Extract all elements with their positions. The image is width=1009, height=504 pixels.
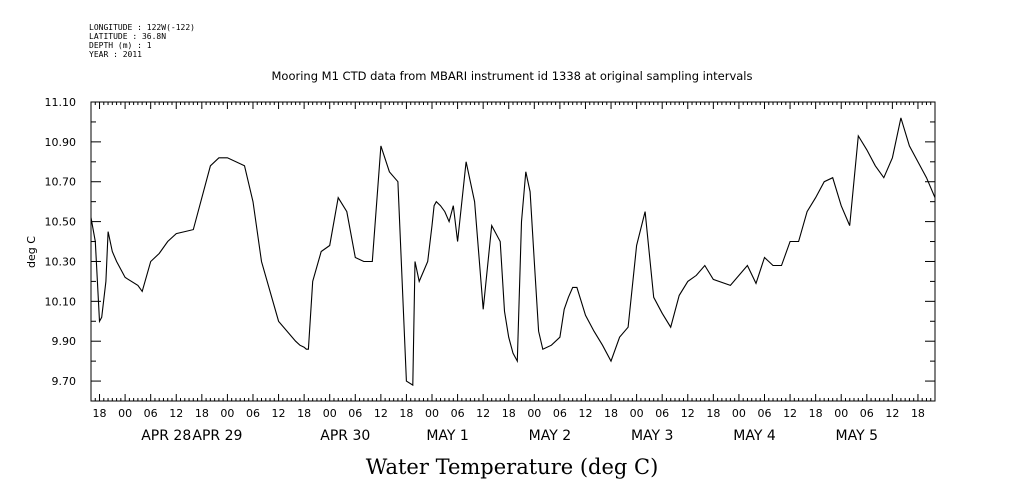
- y-tick-label: 10.70: [45, 176, 77, 189]
- x-hour-label: 06: [144, 407, 158, 420]
- meta-longitude: LONGITUDE : 122W(-122): [89, 23, 195, 32]
- plot-frame: [90, 101, 936, 402]
- x-hour-label: 00: [732, 407, 746, 420]
- x-hour-label: 06: [451, 407, 465, 420]
- x-date-label: MAY 5: [836, 428, 878, 444]
- x-date-label: APR 29: [192, 428, 242, 444]
- x-axis-title: Water Temperature (deg C): [366, 455, 659, 479]
- x-hour-label: 12: [272, 407, 286, 420]
- y-tick-label: 10.50: [45, 216, 77, 229]
- x-hour-label: 06: [757, 407, 771, 420]
- x-date-label: MAY 2: [529, 428, 571, 444]
- x-hour-label: 18: [195, 407, 209, 420]
- x-hour-label: 06: [655, 407, 669, 420]
- x-hour-label: 18: [911, 407, 925, 420]
- x-hour-label: 00: [527, 407, 541, 420]
- y-tick-label: 9.70: [52, 375, 77, 388]
- meta-depth: DEPTH (m) : 1: [89, 41, 152, 50]
- x-hour-label: 18: [809, 407, 823, 420]
- y-tick-label: 10.10: [45, 295, 77, 308]
- x-hour-label: 06: [553, 407, 567, 420]
- x-hour-label: 00: [118, 407, 132, 420]
- meta-year: YEAR : 2011: [89, 50, 142, 59]
- x-date-label: APR 30: [320, 428, 370, 444]
- meta-latitude: LATITUDE : 36.8N: [89, 32, 166, 41]
- x-hour-label: 12: [169, 407, 183, 420]
- y-tick-label: 10.90: [45, 136, 77, 149]
- x-hour-label: 18: [706, 407, 720, 420]
- x-date-label: MAY 3: [631, 428, 673, 444]
- x-hour-label: 12: [578, 407, 592, 420]
- x-hour-label: 12: [783, 407, 797, 420]
- y-axis-label: deg C: [25, 236, 38, 268]
- x-hour-label: 18: [93, 407, 107, 420]
- x-hour-label: 12: [476, 407, 490, 420]
- chart-title: Mooring M1 CTD data from MBARI instrumen…: [272, 69, 753, 83]
- y-axis: 9.70 9.90 10.10 10.30 10.50 10.70 10.90 11.10: [45, 96, 935, 402]
- temperature-series-line: [90, 117, 936, 387]
- x-hour-label: 12: [374, 407, 388, 420]
- x-hour-label: 00: [323, 407, 337, 420]
- y-tick-label: 10.30: [45, 255, 77, 268]
- x-axis: 18 00 06 12 18 00 06 12 18 00 06 12 18 00 06 12 18 00 06 12…: [90, 102, 936, 444]
- x-hour-label: 06: [860, 407, 874, 420]
- x-date-label: MAY 4: [733, 428, 776, 444]
- y-tick-label: 11.10: [45, 96, 77, 109]
- x-hour-label: 06: [246, 407, 260, 420]
- x-hour-label: 18: [502, 407, 516, 420]
- x-hour-label: 00: [220, 407, 234, 420]
- x-date-label: APR 28: [141, 428, 191, 444]
- x-date-label: MAY 1: [426, 428, 468, 444]
- y-tick-label: 9.90: [52, 335, 77, 348]
- x-hour-label: 00: [630, 407, 644, 420]
- x-hour-label: 00: [425, 407, 439, 420]
- meta-block: LONGITUDE : 122W(-122) LATITUDE : 36.8N …: [89, 23, 195, 59]
- x-hour-label: 18: [604, 407, 618, 420]
- x-hour-label: 18: [399, 407, 413, 420]
- x-hour-label: 06: [348, 407, 362, 420]
- x-hour-label: 00: [834, 407, 848, 420]
- x-hour-label: 18: [297, 407, 311, 420]
- x-hour-label: 12: [885, 407, 899, 420]
- x-hour-label: 12: [681, 407, 695, 420]
